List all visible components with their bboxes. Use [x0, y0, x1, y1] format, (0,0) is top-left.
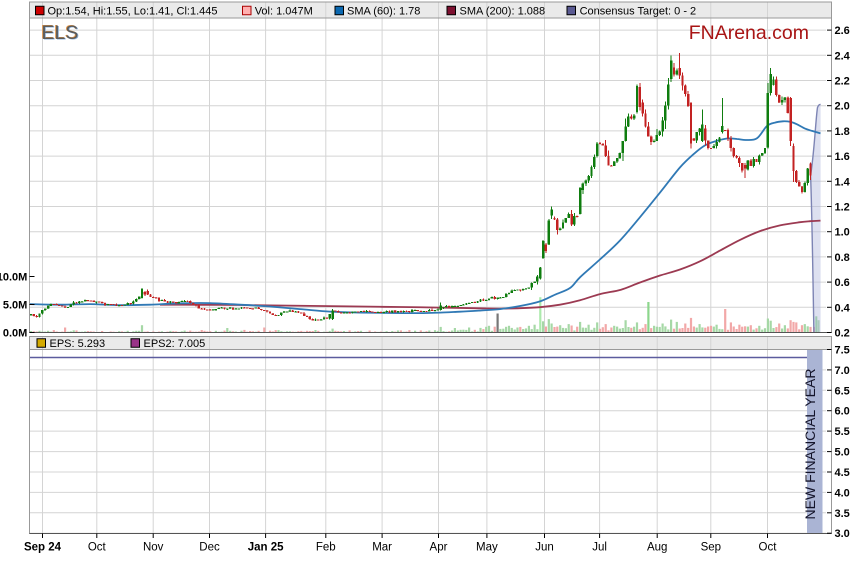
svg-text:Jul: Jul — [592, 542, 607, 554]
svg-text:1.8: 1.8 — [835, 126, 850, 138]
svg-text:Jun: Jun — [535, 542, 554, 554]
svg-text:4.5: 4.5 — [835, 467, 850, 479]
svg-text:Sep: Sep — [701, 542, 721, 554]
svg-text:2.0: 2.0 — [835, 101, 850, 113]
svg-text:Sep 24: Sep 24 — [24, 542, 62, 554]
svg-text:0.2: 0.2 — [835, 328, 850, 340]
svg-text:5.0M: 5.0M — [3, 300, 27, 312]
svg-text:Oct: Oct — [759, 542, 778, 554]
svg-text:0.6: 0.6 — [835, 277, 850, 289]
svg-text:EPS: 5.293: EPS: 5.293 — [50, 338, 106, 350]
svg-text:Oct: Oct — [88, 542, 107, 554]
svg-text:0.0M: 0.0M — [3, 328, 27, 340]
svg-text:Mar: Mar — [372, 542, 392, 554]
svg-text:2.4: 2.4 — [835, 50, 851, 62]
svg-text:Aug: Aug — [647, 542, 667, 554]
svg-text:7.5: 7.5 — [835, 345, 850, 357]
svg-text:1.6: 1.6 — [835, 151, 850, 163]
svg-text:5.0: 5.0 — [835, 447, 850, 459]
svg-text:Vol: 1.047M: Vol: 1.047M — [255, 6, 313, 18]
svg-text:Consensus Target: 0 - 2: Consensus Target: 0 - 2 — [580, 6, 697, 18]
svg-text:NEW FINANCIAL YEAR: NEW FINANCIAL YEAR — [802, 369, 818, 520]
svg-text:EPS2: 7.005: EPS2: 7.005 — [144, 338, 206, 350]
svg-text:2.2: 2.2 — [835, 76, 850, 88]
svg-text:3.5: 3.5 — [835, 508, 850, 520]
svg-text:Feb: Feb — [316, 542, 336, 554]
svg-text:Op:1.54, Hi:1.55, Lo:1.41, Cl:: Op:1.54, Hi:1.55, Lo:1.41, Cl:1.445 — [48, 6, 218, 18]
svg-text:6.5: 6.5 — [835, 385, 850, 397]
svg-text:ELS: ELS — [42, 22, 79, 44]
svg-text:0.8: 0.8 — [835, 252, 850, 264]
svg-text:1.4: 1.4 — [835, 176, 851, 188]
svg-text:SMA (60): 1.78: SMA (60): 1.78 — [347, 6, 420, 18]
svg-text:3.0: 3.0 — [835, 528, 850, 540]
svg-text:1.0: 1.0 — [835, 227, 850, 239]
svg-text:Nov: Nov — [143, 542, 164, 554]
svg-text:May: May — [476, 542, 498, 554]
svg-text:Dec: Dec — [199, 542, 220, 554]
svg-text:2.6: 2.6 — [835, 25, 850, 37]
svg-text:4.0: 4.0 — [835, 487, 850, 499]
svg-text:SMA (200): 1.088: SMA (200): 1.088 — [460, 6, 546, 18]
svg-text:ELS: ELS — [41, 22, 78, 44]
svg-text:FNArena.com: FNArena.com — [689, 22, 809, 44]
svg-text:0.4: 0.4 — [835, 302, 851, 314]
svg-text:7.0: 7.0 — [835, 365, 850, 377]
svg-text:10.0M: 10.0M — [0, 272, 27, 284]
svg-text:1.2: 1.2 — [835, 202, 850, 214]
svg-text:Jan 25: Jan 25 — [248, 542, 284, 554]
svg-text:6.0: 6.0 — [835, 406, 850, 418]
svg-text:5.5: 5.5 — [835, 426, 850, 438]
svg-text:Apr: Apr — [430, 542, 448, 554]
svg-text:ELS: ELS — [42, 22, 79, 44]
